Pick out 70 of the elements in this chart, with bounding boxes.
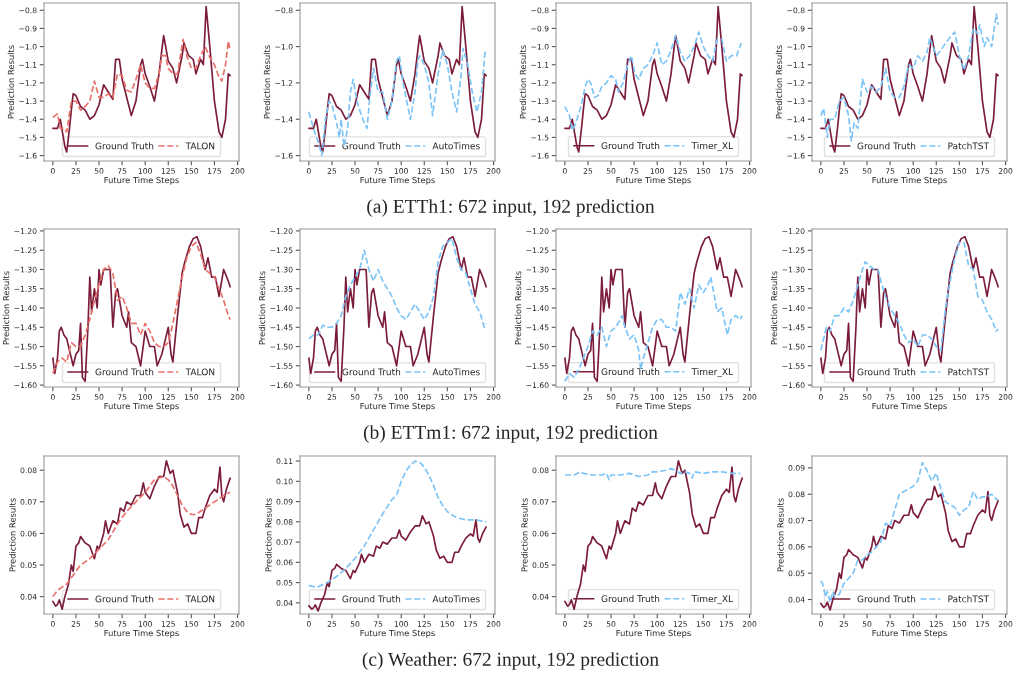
legend-label: AutoTimes (432, 142, 480, 150)
legend-label: Timer_XL (691, 368, 734, 378)
legend-label: Ground Truth (342, 368, 401, 376)
legend-label: Ground Truth (857, 595, 916, 603)
y-axis-title: Prediction Results (2, 271, 10, 345)
y-axis-title: Prediction Results (521, 498, 528, 572)
legend-label: Ground Truth (601, 368, 660, 376)
y-axis-title: Prediction Results (775, 45, 783, 119)
x-axis-title: Future Time Steps (104, 629, 179, 638)
x-axis-title: Future Time Steps (104, 402, 179, 411)
y-axis-title: Prediction Results (263, 45, 271, 119)
y-axis-title: Prediction Results (514, 271, 522, 345)
text: (a) ETTh1: 672 input, 192 prediction (367, 199, 655, 217)
line-series (52, 5, 231, 153)
legend-label: Ground Truth (95, 142, 154, 150)
x-axis-title: Future Time Steps (872, 176, 947, 185)
line-series (52, 38, 231, 133)
x-axis-title: Future Time Steps (872, 402, 947, 411)
line-series (308, 235, 487, 383)
legend-label: Ground Truth (857, 142, 916, 150)
legend-label: Ground Truth (342, 595, 401, 603)
legend-label: TALON (185, 142, 215, 150)
line-series (564, 235, 743, 383)
legend-label: PatchTST (948, 142, 990, 150)
line-series (308, 237, 487, 340)
legend-label: Ground Truth (95, 368, 154, 376)
line-series (308, 514, 487, 612)
line-series (564, 276, 743, 383)
line-series (820, 235, 999, 383)
legend-label: Timer_XL (691, 595, 734, 605)
y-axis-title: Prediction Results (7, 45, 15, 119)
legend-label: Ground Truth (601, 595, 660, 603)
legend-label: PatchTST (948, 595, 990, 603)
x-axis-title: Future Time Steps (616, 629, 691, 638)
y-axis-title: Prediction Results (777, 498, 784, 572)
line-series (820, 241, 999, 352)
x-axis-title: Future Time Steps (360, 176, 435, 185)
y-axis-title: Prediction Results (258, 271, 266, 345)
line-series (564, 459, 743, 611)
y-axis-title: Prediction Results (9, 498, 16, 572)
x-axis-title: Future Time Steps (104, 176, 179, 185)
legend-label: PatchTST (948, 368, 990, 376)
y-axis-title: Prediction Results (519, 45, 527, 119)
legend-label: Ground Truth (601, 142, 660, 150)
text: (c) Weather: 672 input, 192 prediction (362, 652, 659, 670)
line-series (564, 31, 743, 131)
text: (b) ETTm1: 672 input, 192 prediction (363, 425, 658, 443)
x-axis-title: Future Time Steps (872, 629, 947, 638)
line-series (564, 5, 743, 153)
legend-label: Ground Truth (95, 595, 154, 603)
legend-label: TALON (185, 595, 215, 603)
legend-label: AutoTimes (432, 368, 480, 376)
line-series (308, 5, 487, 153)
line-series (564, 467, 742, 481)
legend-label: Ground Truth (342, 142, 401, 150)
line-series (52, 459, 231, 611)
y-axis-title: Prediction Results (265, 498, 272, 572)
legend-label: TALON (185, 368, 215, 376)
line-series (308, 47, 487, 157)
x-axis-title: Future Time Steps (360, 402, 435, 411)
legend-label: Timer_XL (691, 142, 734, 152)
y-axis-title: Prediction Results (770, 271, 778, 345)
line-series (820, 485, 999, 611)
x-axis-title: Future Time Steps (616, 402, 691, 411)
legend-label: AutoTimes (432, 595, 480, 603)
x-axis-title: Future Time Steps (616, 176, 691, 185)
legend-label: Ground Truth (857, 368, 916, 376)
line-series (308, 460, 487, 588)
line-series (820, 461, 999, 603)
x-axis-title: Future Time Steps (360, 629, 435, 638)
